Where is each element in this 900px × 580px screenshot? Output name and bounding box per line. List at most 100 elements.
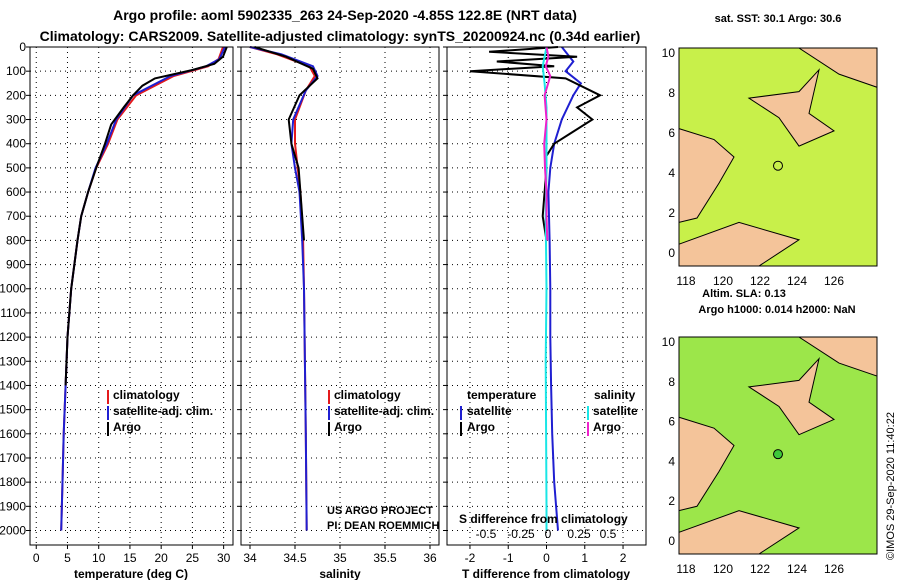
lat-tick-label: 8 <box>668 375 675 389</box>
figure-title-line2: Climatology: CARS2009. Satellite-adjuste… <box>40 28 641 44</box>
depth-tick-label: 1700 <box>0 451 26 465</box>
x-tick-label: -1 <box>503 551 514 565</box>
legend-diff-salinity: salinity <box>594 388 636 402</box>
map-bottom-title1: Altim. SLA: 0.13 <box>702 288 786 300</box>
series-salinity-satellite <box>541 46 548 531</box>
legend-temp-sat: satellite-adj. clim. <box>113 404 213 418</box>
lat-tick-label: 0 <box>668 534 675 548</box>
series-argo <box>64 46 228 386</box>
series-temperature-satellite <box>547 46 583 531</box>
depth-tick-label: 1000 <box>0 282 26 296</box>
depth-tick-label: 900 <box>6 258 26 272</box>
timestamp-stamp: ©IMOS 29-Sep-2020 11:40:22 <box>885 412 897 560</box>
x-tick-label: 30 <box>217 551 231 565</box>
sdiff-tick-label: 0.5 <box>600 527 617 541</box>
x-tick-label: 2 <box>620 551 627 565</box>
depth-tick-label: 500 <box>6 161 26 175</box>
depth-tick-label: 1400 <box>0 378 26 392</box>
sdiff-tick-label: -0.25 <box>507 527 535 541</box>
legend-swatch-sat <box>328 406 330 420</box>
panel-frame <box>446 46 647 546</box>
depth-tick-label: 100 <box>6 64 26 78</box>
map-frame <box>678 47 878 267</box>
x-tick-label: 35 <box>333 551 347 565</box>
depth-tick-label: 1900 <box>0 499 26 513</box>
legend-s-satellite: satellite <box>593 404 638 418</box>
legend-sal-clim: climatology <box>334 388 401 402</box>
depth-tick-label: 1600 <box>0 427 26 441</box>
argo-float-marker <box>773 160 783 171</box>
x-tick-label: 25 <box>186 551 200 565</box>
depth-tick-label: 800 <box>6 233 26 247</box>
lat-tick-label: 0 <box>668 246 675 260</box>
legend-swatch-argo <box>107 422 109 436</box>
x-tick-label: 34 <box>243 551 257 565</box>
legend-swatch-t-argo <box>460 422 462 436</box>
difference-legend: temperature salinity satellite Argo sate… <box>460 388 638 436</box>
salinity-legend: climatology satellite-adj. clim. Argo <box>328 388 434 436</box>
x-tick-label: -2 <box>465 551 476 565</box>
x-tick-label: 20 <box>154 551 168 565</box>
lon-tick-label: 126 <box>824 274 844 288</box>
argo-float-marker <box>773 449 783 460</box>
map-bottom-title2: Argo h1000: 0.014 h2000: NaN <box>698 304 855 316</box>
depth-tick-label: 1800 <box>0 475 26 489</box>
lat-tick-label: 4 <box>668 454 675 468</box>
legend-swatch-s-sat <box>587 406 589 420</box>
lat-tick-label: 2 <box>668 206 675 220</box>
legend-swatch-clim <box>328 390 330 404</box>
lat-tick-label: 8 <box>668 86 675 100</box>
lat-tick-label: 10 <box>662 46 676 60</box>
depth-tick-label: 0 <box>19 40 26 54</box>
x-tick-label: 5 <box>64 551 71 565</box>
series-satellite-adj-clim- <box>249 46 319 531</box>
figure-title-line1: Argo profile: aoml 5902335_263 24-Sep-20… <box>113 7 577 23</box>
legend-s-argo: Argo <box>593 420 621 434</box>
credit-line2: PI: DEAN ROEMMICH <box>327 520 440 532</box>
map-frame <box>678 336 878 555</box>
series-argo <box>254 46 319 241</box>
x-tick-label: 15 <box>123 551 137 565</box>
depth-axis-labels: 0 100 200 300 400 500 600 700 800 900 1000 1100 1200… <box>0 40 26 537</box>
lon-tick-label: 126 <box>824 562 844 576</box>
legend-sal-argo: Argo <box>334 420 362 434</box>
sdiff-tick-label: 0 <box>545 527 552 541</box>
sdiff-tick-label: -0.5 <box>476 527 497 541</box>
lat-tick-label: 6 <box>668 126 675 140</box>
lon-tick-label: 122 <box>750 562 770 576</box>
lat-tick-label: 4 <box>668 166 675 180</box>
salinity-axis-label: salinity <box>319 567 361 580</box>
lat-tick-label: 2 <box>668 494 675 508</box>
x-tick-label: 0 <box>33 551 40 565</box>
lon-tick-label: 124 <box>787 274 807 288</box>
land-sulawesi <box>747 356 836 436</box>
x-tick-label: 35.5 <box>373 551 397 565</box>
depth-tick-label: 300 <box>6 113 26 127</box>
lon-tick-label: 118 <box>676 274 695 288</box>
salinity-panel: 34 34.5 35 35.5 36 <box>237 46 440 565</box>
legend-swatch-clim <box>107 390 109 404</box>
series-salinity-argo <box>543 46 552 241</box>
sdiff-tick-labels: -0.5 -0.25 0 0.25 0.5 <box>476 527 617 541</box>
lat-tick-label: 10 <box>662 335 676 349</box>
legend-swatch-sat <box>107 406 109 420</box>
legend-temp-clim: climatology <box>113 388 180 402</box>
legend-swatch-t-sat <box>460 406 462 420</box>
credit-line1: US ARGO PROJECT <box>327 505 433 517</box>
map-top-title: sat. SST: 30.1 Argo: 30.6 <box>715 13 842 25</box>
lon-tick-label: 122 <box>750 274 770 288</box>
depth-tick-label: 1200 <box>0 330 26 344</box>
x-tick-label: 36 <box>423 551 437 565</box>
sdiff-tick-label: 0.25 <box>567 527 591 541</box>
panel-frame <box>29 46 234 546</box>
depth-tick-label: 400 <box>6 137 26 151</box>
lon-tick-label: 120 <box>713 562 733 576</box>
lat-tick-label: 6 <box>668 415 675 429</box>
legend-swatch-s-argo <box>587 422 589 436</box>
x-tick-label: 10 <box>92 551 106 565</box>
depth-tick-label: 2000 <box>0 523 26 537</box>
sdiff-label: S difference from climatology <box>459 512 628 526</box>
temperature-legend: climatology satellite-adj. clim. Argo <box>107 388 213 436</box>
x-tick-label: 1 <box>581 551 588 565</box>
depth-tick-label: 600 <box>6 185 26 199</box>
